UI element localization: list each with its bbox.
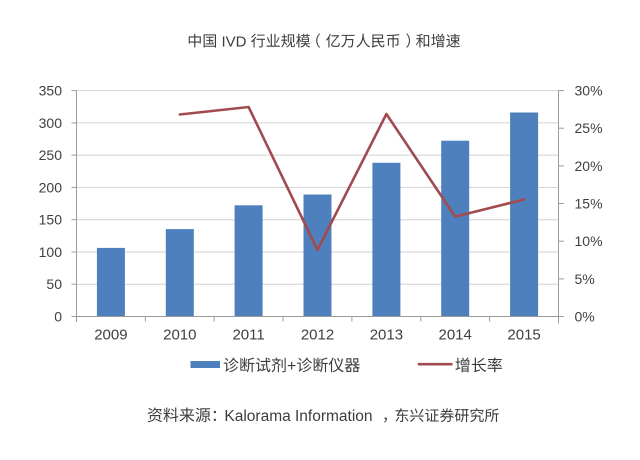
svg-text:Information: Information [295, 408, 373, 425]
svg-text:+: + [287, 358, 296, 375]
svg-text:100: 100 [39, 244, 63, 260]
svg-text:200: 200 [39, 179, 63, 195]
svg-text:0: 0 [54, 309, 62, 325]
svg-text:300: 300 [39, 115, 63, 131]
svg-text:2012: 2012 [301, 327, 334, 344]
svg-text:2010: 2010 [163, 327, 196, 344]
svg-text:2015: 2015 [507, 327, 540, 344]
svg-text:350: 350 [39, 83, 63, 99]
svg-text:250: 250 [39, 147, 63, 163]
svg-text:2013: 2013 [370, 327, 403, 344]
svg-text:20%: 20% [575, 158, 603, 174]
svg-text:15%: 15% [575, 196, 603, 212]
svg-text:150: 150 [39, 212, 63, 228]
svg-text:IVD: IVD [222, 33, 247, 50]
svg-text:2014: 2014 [439, 327, 472, 344]
svg-text:5%: 5% [575, 271, 595, 287]
svg-text:2011: 2011 [232, 327, 264, 344]
svg-text:Kalorama: Kalorama [224, 408, 291, 425]
svg-text:10%: 10% [575, 233, 603, 249]
svg-text:25%: 25% [575, 120, 603, 136]
svg-text:30%: 30% [575, 83, 603, 99]
svg-text:2009: 2009 [94, 327, 127, 344]
svg-text:0%: 0% [575, 309, 595, 325]
svg-text:50: 50 [46, 276, 62, 292]
